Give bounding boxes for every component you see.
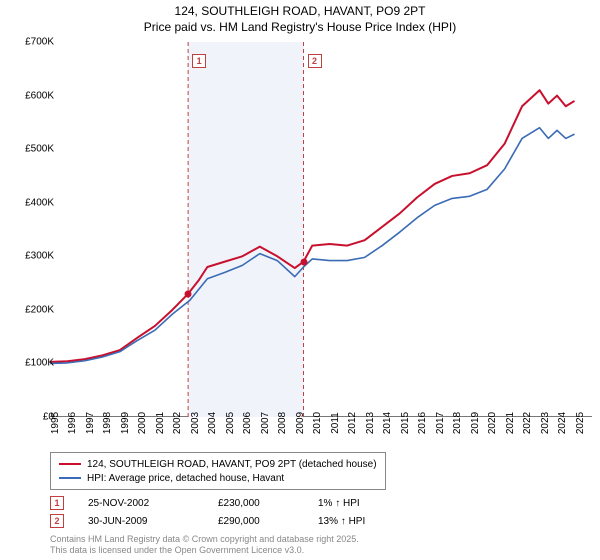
title-line-2: Price paid vs. HM Land Registry's House … [0, 20, 600, 36]
x-tick-label: 2003 [190, 412, 201, 434]
x-tick-label: 2010 [312, 412, 323, 434]
x-tick-label: 2011 [330, 412, 341, 434]
sale-marker-1: 1 [50, 496, 64, 510]
chart-area: 12 [50, 42, 592, 417]
disclaimer-line-1: Contains HM Land Registry data © Crown c… [50, 534, 359, 545]
x-tick-label: 2023 [540, 412, 551, 434]
x-tick-label: 2004 [207, 412, 218, 434]
x-tick-label: 2015 [400, 412, 411, 434]
y-tick-label: £300K [25, 251, 54, 262]
x-tick-label: 2001 [155, 412, 166, 434]
legend-swatch-property [59, 463, 81, 465]
sale-date-1: 25-NOV-2002 [88, 498, 218, 509]
y-tick-label: £400K [25, 197, 54, 208]
sale-price-2: £290,000 [218, 516, 318, 527]
sale-price-1: £230,000 [218, 498, 318, 509]
x-tick-label: 2021 [505, 412, 516, 434]
line-series-svg [50, 42, 592, 417]
sale-pct-1: 1% ↑ HPI [318, 498, 418, 509]
x-tick-label: 1996 [67, 412, 78, 434]
legend-label-property: 124, SOUTHLEIGH ROAD, HAVANT, PO9 2PT (d… [87, 459, 377, 470]
x-tick-label: 2007 [260, 412, 271, 434]
x-tick-label: 2016 [417, 412, 428, 434]
x-tick-label: 2000 [137, 412, 148, 434]
x-tick-label: 2012 [347, 412, 358, 434]
chart-title-block: 124, SOUTHLEIGH ROAD, HAVANT, PO9 2PT Pr… [0, 0, 600, 35]
legend: 124, SOUTHLEIGH ROAD, HAVANT, PO9 2PT (d… [50, 452, 386, 490]
x-tick-label: 2019 [470, 412, 481, 434]
legend-row-property: 124, SOUTHLEIGH ROAD, HAVANT, PO9 2PT (d… [59, 457, 377, 471]
y-tick-label: £100K [25, 358, 54, 369]
x-tick-label: 2008 [277, 412, 288, 434]
x-tick-label: 2022 [522, 412, 533, 434]
x-tick-label: 1999 [120, 412, 131, 434]
sale-marker-2: 2 [50, 514, 64, 528]
disclaimer: Contains HM Land Registry data © Crown c… [50, 534, 359, 556]
sale-date-2: 30-JUN-2009 [88, 516, 218, 527]
y-tick-label: £600K [25, 90, 54, 101]
x-tick-label: 2025 [575, 412, 586, 434]
x-tick-label: 2017 [435, 412, 446, 434]
legend-swatch-hpi [59, 477, 81, 479]
x-tick-label: 2002 [172, 412, 183, 434]
x-tick-label: 2006 [242, 412, 253, 434]
x-tick-label: 2014 [382, 412, 393, 434]
sale-point-dot [300, 258, 307, 265]
x-tick-label: 2024 [557, 412, 568, 434]
table-row: 2 30-JUN-2009 £290,000 13% ↑ HPI [50, 512, 418, 530]
x-tick-label: 2018 [452, 412, 463, 434]
x-tick-label: 1997 [85, 412, 96, 434]
sale-point-dot [185, 290, 192, 297]
table-row: 1 25-NOV-2002 £230,000 1% ↑ HPI [50, 494, 418, 512]
sale-marker-box: 1 [192, 54, 206, 68]
sales-table: 1 25-NOV-2002 £230,000 1% ↑ HPI 2 30-JUN… [50, 494, 418, 530]
y-tick-label: £500K [25, 144, 54, 155]
x-tick-label: 1995 [50, 412, 61, 434]
x-tick-label: 2005 [225, 412, 236, 434]
sale-marker-box: 2 [308, 54, 322, 68]
y-tick-label: £700K [25, 37, 54, 48]
x-tick-label: 1998 [102, 412, 113, 434]
x-tick-label: 2009 [295, 412, 306, 434]
x-tick-label: 2013 [365, 412, 376, 434]
legend-label-hpi: HPI: Average price, detached house, Hava… [87, 473, 284, 484]
legend-row-hpi: HPI: Average price, detached house, Hava… [59, 471, 377, 485]
y-tick-label: £200K [25, 304, 54, 315]
sale-pct-2: 13% ↑ HPI [318, 516, 418, 527]
disclaimer-line-2: This data is licensed under the Open Gov… [50, 545, 359, 556]
title-line-1: 124, SOUTHLEIGH ROAD, HAVANT, PO9 2PT [0, 4, 600, 20]
x-tick-label: 2020 [487, 412, 498, 434]
